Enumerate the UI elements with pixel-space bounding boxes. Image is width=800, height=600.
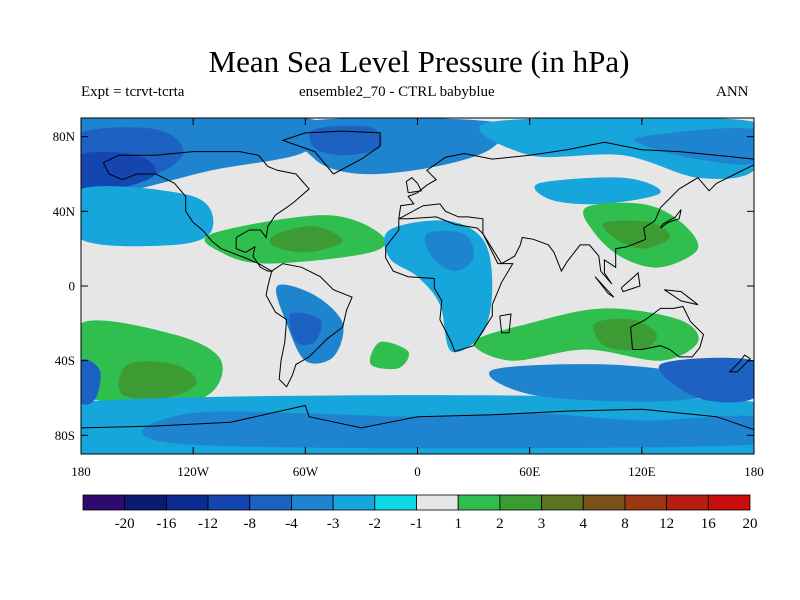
colorbar-label: 2 [496, 516, 504, 532]
colorbar-label: 16 [701, 516, 717, 532]
colorbar-label: -12 [198, 516, 218, 532]
y-tick-label: 40S [55, 353, 75, 368]
pressure-region-21 [424, 230, 474, 272]
pressure-region-5 [309, 125, 383, 156]
y-tick-label: 80S [55, 428, 75, 443]
colorbar-label: -8 [244, 516, 257, 532]
colorbar-box [499, 494, 542, 511]
coastline-8 [660, 209, 682, 229]
coastline-13 [728, 354, 752, 373]
colorbar-label: -16 [156, 516, 176, 532]
axes: 180 120W 60W 0 60E 120E 180 80N 40N 0 40S 80S [53, 118, 764, 479]
pressure-region-28 [81, 359, 101, 405]
ensemble-label: ensemble2_70 - CTRL babyblue [299, 84, 495, 100]
colorbar-box [249, 494, 292, 511]
x-tick-label: 0 [414, 464, 421, 479]
x-tick-label: 60W [293, 464, 319, 479]
colorbar: -20 -16 -12 -8 -4 -3 -2 -1 1 2 3 4 8 12 16 20 [82, 494, 758, 532]
experiment-label: Expt = tcrvt-tcrta [81, 84, 185, 100]
y-tick-label: 0 [69, 279, 76, 294]
colorbar-label: 20 [743, 516, 758, 532]
y-tick-label: 80N [53, 129, 76, 144]
coastline-3 [385, 216, 514, 352]
season-label: ANN [716, 84, 749, 100]
colorbar-box [666, 494, 709, 511]
coastline-6 [281, 130, 381, 175]
colorbar-box [416, 494, 459, 511]
colorbar-label: -3 [327, 516, 340, 532]
colorbar-box [82, 494, 126, 511]
coastline-4 [398, 141, 754, 285]
coastline-7 [499, 313, 512, 334]
colorbar-box [374, 494, 417, 511]
coastline-1 [102, 151, 310, 272]
colorbar-label: 8 [621, 516, 629, 532]
colorbar-box [165, 494, 209, 511]
pressure-region-12 [269, 226, 343, 253]
y-tick-label: 40N [53, 204, 76, 219]
colorbar-label: 1 [454, 516, 462, 532]
pressure-region-27 [658, 357, 754, 403]
coastline-14 [81, 404, 754, 431]
chart-title: Mean Sea Level Pressure (in hPa) [208, 44, 630, 79]
x-tick-label: 120W [177, 464, 210, 479]
pressure-region-3 [81, 151, 157, 195]
coastline-11 [620, 271, 641, 293]
colorbar-label: 12 [659, 516, 674, 532]
coastlines [81, 130, 754, 431]
colorbar-box [707, 494, 751, 511]
pressure-region-16 [593, 318, 657, 351]
x-tick-label: 180 [71, 464, 91, 479]
x-tick-label: 180 [744, 464, 764, 479]
colorbar-label: -2 [369, 516, 382, 532]
colorbar-box [332, 494, 376, 511]
x-tick-label: 60E [519, 464, 540, 479]
colorbar-label: 4 [580, 516, 588, 532]
colorbar-label: 3 [538, 516, 546, 532]
pressure-region-9 [534, 177, 661, 205]
pressure-region-18 [118, 361, 198, 400]
colorbar-label: -4 [285, 516, 298, 532]
pressure-region-23 [288, 312, 322, 346]
coastline-9 [405, 177, 422, 194]
coastline-10 [594, 276, 615, 298]
pressure-region-8 [634, 127, 754, 165]
colorbar-label: -20 [115, 516, 135, 532]
pressure-region-14 [602, 220, 671, 249]
pressure-region-10 [81, 186, 214, 247]
colorbar-box [457, 494, 501, 511]
colorbar-box [624, 494, 668, 511]
colorbar-box [541, 494, 584, 511]
coastline-5 [630, 305, 705, 358]
pressure-region-19 [369, 341, 410, 370]
colorbar-box [124, 494, 167, 511]
coastline-2 [265, 263, 353, 388]
pressure-region-25 [142, 411, 754, 449]
colorbar-box [291, 494, 334, 511]
coastline-12 [664, 289, 699, 306]
x-tick-label: 120E [628, 464, 656, 479]
colorbar-box [582, 494, 626, 511]
pressure-regions [81, 118, 754, 454]
colorbar-box [207, 494, 251, 511]
colorbar-label: -1 [410, 516, 423, 532]
